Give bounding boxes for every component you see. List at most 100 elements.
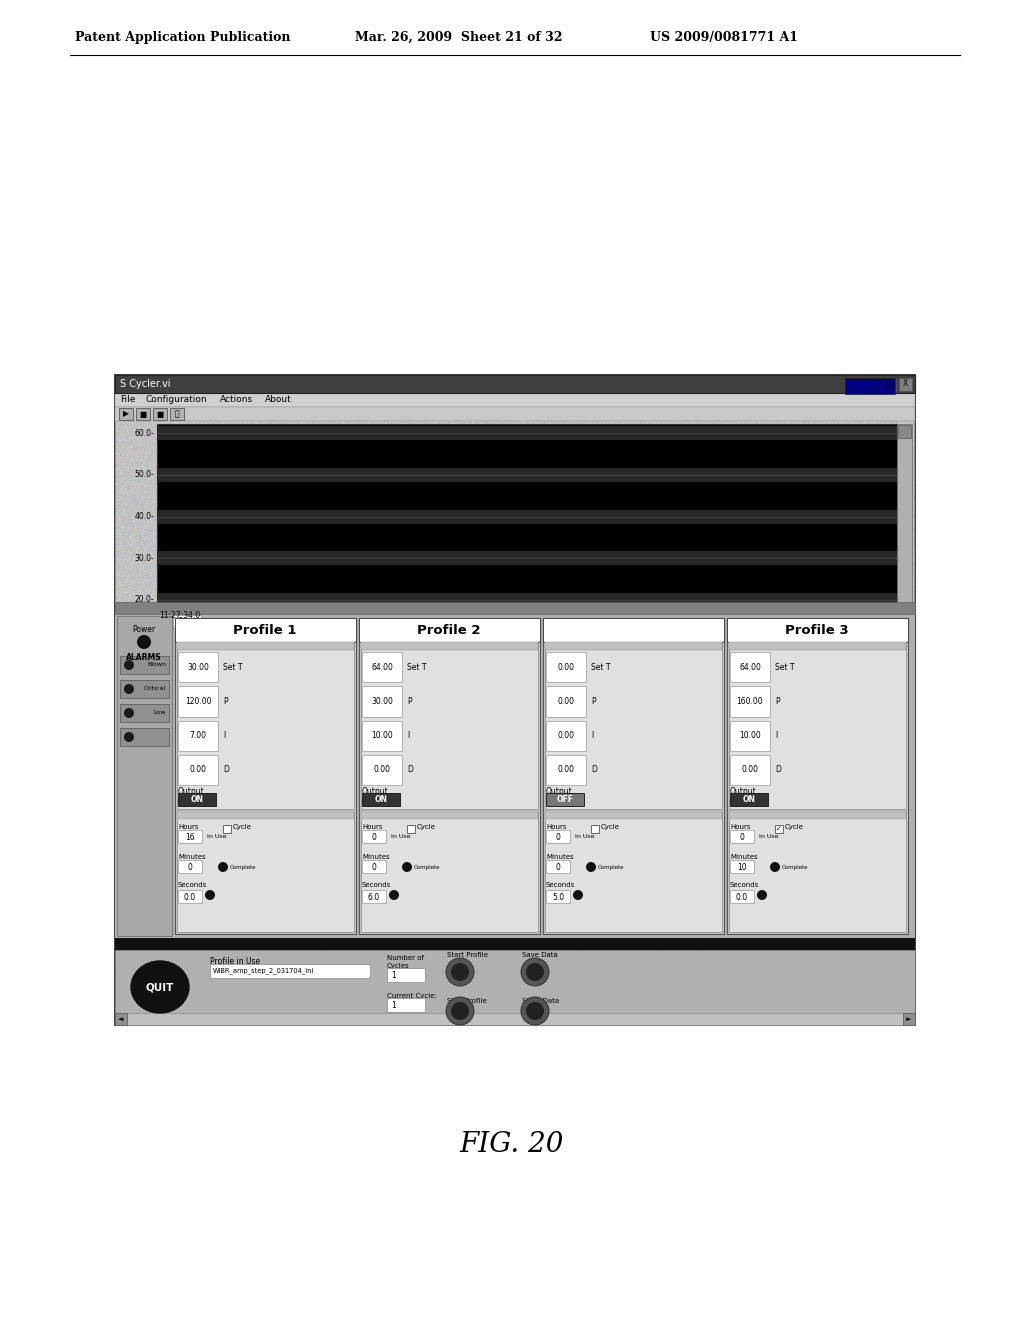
Circle shape [446,997,474,1026]
Text: QUIT: QUIT [145,982,174,993]
Text: 16: 16 [185,833,195,842]
Text: Minutes: Minutes [546,854,573,861]
Bar [903,1012,915,1026]
Circle shape [586,862,596,873]
Bar [115,602,915,614]
Text: 0.00: 0.00 [557,766,574,775]
Text: 0: 0 [739,833,744,842]
Bar [157,424,897,609]
Text: ✓: ✓ [776,826,782,832]
Bar [115,375,915,1026]
Bar [730,652,770,682]
Text: Profile 2: Profile 2 [417,623,480,636]
Bar [177,642,354,809]
Bar [153,408,167,420]
Bar [178,830,202,843]
Bar [362,793,400,807]
Bar [543,618,724,642]
Text: In Use: In Use [759,834,778,840]
Text: 64.00: 64.00 [739,663,761,672]
Circle shape [521,958,549,986]
Text: _: _ [871,380,874,388]
Bar [120,656,169,675]
Bar [730,830,754,843]
Text: Hours: Hours [178,824,199,830]
Text: 160.00: 160.00 [736,697,763,706]
Bar [115,393,915,407]
Circle shape [402,862,412,873]
Circle shape [124,684,134,694]
Bar [867,378,880,391]
Text: Set T: Set T [223,663,243,672]
Circle shape [124,660,134,671]
Text: 0: 0 [372,862,377,871]
Bar [115,939,915,950]
Text: About: About [265,396,292,404]
Bar [546,686,586,717]
Bar [210,964,370,978]
Text: 7.00: 7.00 [189,731,207,741]
Text: □: □ [886,380,893,388]
Circle shape [389,890,399,900]
Text: 0.00: 0.00 [557,697,574,706]
Bar [362,861,386,873]
Text: 0: 0 [556,862,560,871]
Text: Profile 1: Profile 1 [233,623,297,636]
Bar [899,378,912,391]
Text: Configuration: Configuration [145,396,207,404]
Text: Complete: Complete [414,865,440,870]
Bar [546,721,586,751]
Bar [591,825,599,833]
Text: 40.0-: 40.0- [134,512,154,521]
Text: In Use: In Use [575,834,595,840]
Bar [362,652,402,682]
Bar [883,378,896,391]
Bar [173,615,201,628]
Circle shape [757,890,767,900]
Bar [178,686,218,717]
Circle shape [770,862,780,873]
Text: Stop Profile: Stop Profile [447,998,486,1005]
Text: Output: Output [362,787,389,796]
Circle shape [124,708,134,718]
Bar [115,950,915,1023]
Text: Current Cycle:: Current Cycle: [387,993,437,999]
Text: Output: Output [178,787,205,796]
Bar [115,1012,915,1026]
Text: Hours: Hours [362,824,383,830]
Bar [362,755,402,785]
Text: Minutes: Minutes [362,854,389,861]
Text: ■: ■ [139,409,146,418]
Text: P: P [591,697,596,706]
Text: ⏸: ⏸ [175,409,179,418]
Text: S Cycler.vi: S Cycler.vi [120,379,171,389]
Text: 0.00: 0.00 [557,663,574,672]
Bar [136,408,150,420]
Circle shape [521,997,549,1026]
Text: File: File [120,396,135,404]
Bar [362,686,402,717]
Circle shape [526,1002,544,1020]
Text: Complete: Complete [598,865,625,870]
Text: 60.0-: 60.0- [134,429,154,438]
Bar [775,825,783,833]
Text: 1: 1 [391,1001,395,1010]
Text: Cycles: Cycles [387,964,410,969]
Bar [897,424,912,609]
Text: I: I [591,731,593,741]
Text: Seconds: Seconds [362,882,391,888]
Text: 0: 0 [178,618,183,627]
Text: Hours: Hours [546,824,566,830]
Bar [175,618,356,642]
Text: Cycle: Cycle [785,824,804,830]
Text: Minutes: Minutes [178,854,206,861]
Bar [546,793,584,807]
Bar [362,721,402,751]
Text: ALARMS: ALARMS [126,653,162,663]
Text: Output: Output [730,787,757,796]
Bar [175,618,356,935]
Text: P: P [775,697,779,706]
Bar [387,968,425,982]
Text: Profile in Use: Profile in Use [210,957,260,966]
Bar [730,686,770,717]
